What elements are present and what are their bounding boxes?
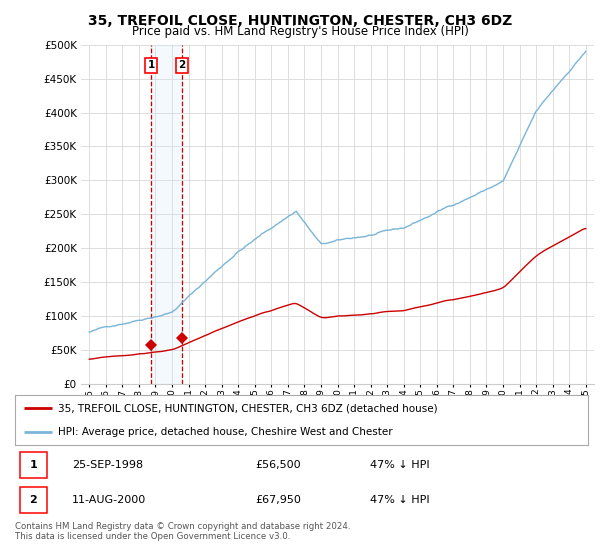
Text: £56,500: £56,500	[256, 460, 301, 470]
Text: 35, TREFOIL CLOSE, HUNTINGTON, CHESTER, CH3 6DZ: 35, TREFOIL CLOSE, HUNTINGTON, CHESTER, …	[88, 14, 512, 28]
Text: 25-SEP-1998: 25-SEP-1998	[73, 460, 143, 470]
FancyBboxPatch shape	[20, 487, 47, 513]
Text: 1: 1	[148, 60, 155, 70]
Text: £67,950: £67,950	[256, 495, 302, 505]
Text: 35, TREFOIL CLOSE, HUNTINGTON, CHESTER, CH3 6DZ (detached house): 35, TREFOIL CLOSE, HUNTINGTON, CHESTER, …	[58, 403, 437, 413]
Text: 1: 1	[29, 460, 37, 470]
Text: HPI: Average price, detached house, Cheshire West and Chester: HPI: Average price, detached house, Ches…	[58, 427, 392, 437]
FancyBboxPatch shape	[20, 451, 47, 478]
Text: 47% ↓ HPI: 47% ↓ HPI	[370, 460, 430, 470]
Text: 11-AUG-2000: 11-AUG-2000	[73, 495, 146, 505]
Text: 2: 2	[178, 60, 186, 70]
Text: 47% ↓ HPI: 47% ↓ HPI	[370, 495, 430, 505]
Bar	[151, 45, 182, 384]
Text: Price paid vs. HM Land Registry's House Price Index (HPI): Price paid vs. HM Land Registry's House …	[131, 25, 469, 38]
Text: Contains HM Land Registry data © Crown copyright and database right 2024.
This d: Contains HM Land Registry data © Crown c…	[15, 522, 350, 542]
Text: 2: 2	[29, 495, 37, 505]
